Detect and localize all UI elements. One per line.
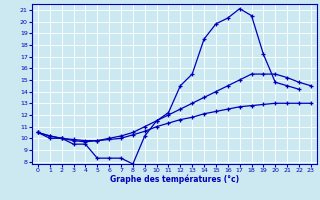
X-axis label: Graphe des températures (°c): Graphe des températures (°c)	[110, 175, 239, 184]
